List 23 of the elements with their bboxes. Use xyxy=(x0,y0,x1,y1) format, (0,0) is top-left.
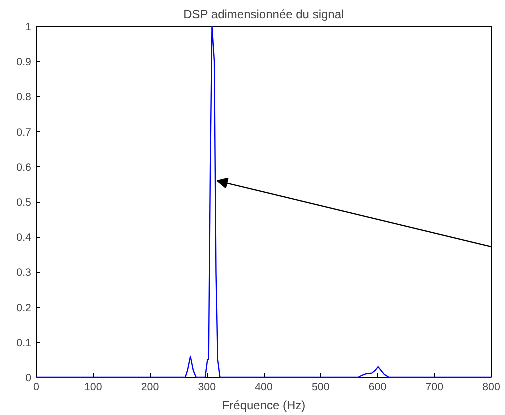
x-tick-label: 0 xyxy=(34,382,40,394)
y-tick-label: 0.5 xyxy=(16,197,32,209)
x-tick-label: 400 xyxy=(255,382,273,394)
x-tick-label: 200 xyxy=(141,382,160,394)
y-tick-label: 0.4 xyxy=(16,232,32,244)
y-tick-label: 0 xyxy=(26,372,32,384)
y-tick-label: 0.3 xyxy=(16,267,32,280)
line-series xyxy=(36,26,492,378)
x-axis-title: Fréquence (Hz) xyxy=(222,398,306,412)
y-tick-label: 0.8 xyxy=(16,92,32,104)
y-tick-label: 1 xyxy=(26,22,32,34)
y-tick-label: 0.6 xyxy=(16,162,32,174)
x-tick-label: 800 xyxy=(482,382,500,394)
y-tick-label: 0.7 xyxy=(16,126,32,139)
x-tick-label: 700 xyxy=(426,382,444,394)
y-tick-label: 0.2 xyxy=(16,302,32,314)
y-tick-label: 0.9 xyxy=(16,56,32,69)
x-tick-label: 100 xyxy=(84,382,102,394)
x-tick-label: 600 xyxy=(368,382,387,394)
y-tick-label: 0.1 xyxy=(16,337,32,350)
x-tick-label: 300 xyxy=(198,382,216,394)
chart-title: DSP adimensionnée du signal xyxy=(184,8,344,22)
x-tick-label: 500 xyxy=(312,382,330,394)
